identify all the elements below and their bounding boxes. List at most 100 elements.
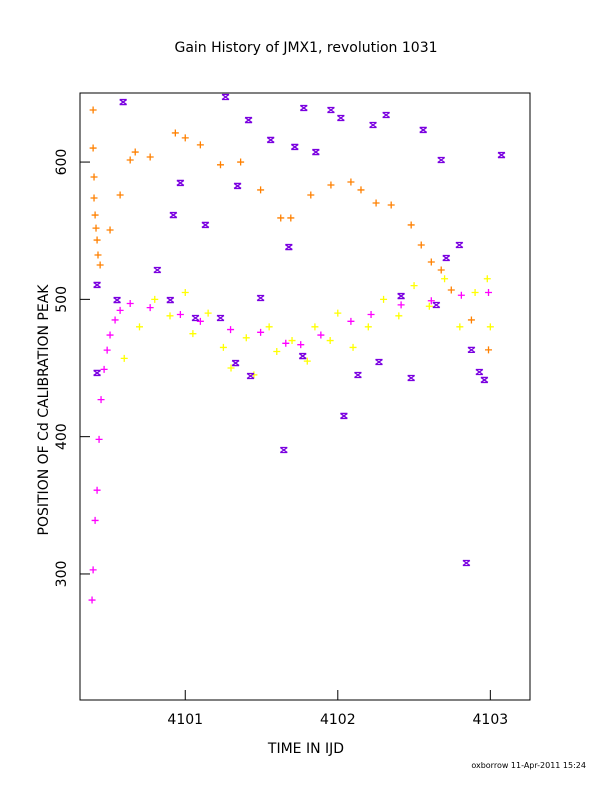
data-point <box>382 111 391 119</box>
data-point <box>497 151 506 159</box>
data-point <box>456 323 464 331</box>
data-point <box>231 359 240 367</box>
data-point <box>447 286 455 294</box>
data-point <box>93 369 101 377</box>
data-point <box>116 191 124 199</box>
data-point <box>93 236 101 244</box>
y-tick-label: 400 <box>54 423 70 450</box>
data-point <box>256 294 265 302</box>
data-point <box>166 296 175 304</box>
data-point <box>462 559 471 567</box>
data-point <box>419 126 428 134</box>
data-point <box>311 323 319 331</box>
data-point <box>475 368 484 376</box>
data-point <box>367 310 375 318</box>
data-point <box>279 446 288 454</box>
data-point <box>257 186 265 194</box>
data-point <box>427 258 435 266</box>
data-point <box>90 194 98 202</box>
data-point <box>219 343 227 351</box>
y-tick-label: 500 <box>54 286 70 313</box>
data-point <box>340 412 348 420</box>
data-point <box>91 516 99 524</box>
data-point <box>336 114 345 122</box>
data-point <box>334 309 342 317</box>
data-point <box>380 295 388 303</box>
data-point <box>89 566 97 574</box>
data-point <box>372 199 380 207</box>
data-point <box>387 201 395 209</box>
data-point <box>437 156 446 164</box>
data-point <box>135 323 143 331</box>
data-point <box>91 211 99 219</box>
data-point <box>485 346 493 354</box>
data-point <box>290 143 299 151</box>
data-point <box>227 326 235 334</box>
data-point <box>151 295 159 303</box>
data-point <box>131 148 139 156</box>
data-point <box>116 306 124 314</box>
data-point <box>455 241 464 249</box>
data-point <box>427 297 435 305</box>
data-point <box>437 266 445 274</box>
data-point <box>93 281 101 289</box>
data-point <box>327 181 335 189</box>
x-axis-label: TIME IN IJD <box>267 741 344 757</box>
data-point <box>277 214 285 222</box>
data-point <box>233 182 242 190</box>
data-point <box>347 317 355 325</box>
data-point <box>171 129 179 137</box>
data-point <box>349 343 357 351</box>
data-point <box>221 93 230 101</box>
data-point <box>216 314 225 322</box>
data-point <box>204 309 212 317</box>
data-point <box>486 323 494 331</box>
data-point <box>153 266 162 274</box>
data-point <box>89 106 97 114</box>
data-point <box>357 186 365 194</box>
data-point <box>284 243 293 251</box>
data-point <box>169 211 178 219</box>
data-point <box>89 144 97 152</box>
data-point <box>106 331 114 339</box>
data-point <box>410 282 418 290</box>
data-point <box>146 153 154 161</box>
data-point <box>483 275 491 283</box>
data-point <box>88 596 96 604</box>
data-point <box>216 161 224 169</box>
data-point <box>417 241 425 249</box>
data-point <box>181 134 189 142</box>
footer: oxborrow 11-Apr-2011 15:24 <box>471 761 586 770</box>
data-point <box>347 178 355 186</box>
data-point <box>166 312 174 320</box>
x-tick-label: 4103 <box>473 712 509 728</box>
data-point <box>327 106 335 114</box>
data-point <box>407 374 416 382</box>
data-point <box>375 358 383 366</box>
data-point <box>196 141 204 149</box>
y-tick-label: 600 <box>54 149 70 176</box>
data-point <box>93 486 101 494</box>
data-point <box>397 301 405 309</box>
y-tick-label: 300 <box>54 561 70 588</box>
data-point <box>106 226 114 234</box>
data-point <box>126 299 134 307</box>
data-point <box>287 214 295 222</box>
data-point <box>397 292 405 300</box>
data-point <box>103 346 111 354</box>
data-point <box>354 371 362 379</box>
data-point <box>196 317 204 325</box>
data-point <box>369 121 377 129</box>
data-point <box>298 352 307 360</box>
data-point <box>457 291 465 299</box>
data-point <box>120 354 128 362</box>
data-point <box>326 337 334 345</box>
data-point <box>485 288 493 296</box>
data-point <box>442 254 451 262</box>
data-point <box>95 435 103 443</box>
chart-title: Gain History of JMX1, revolution 1031 <box>174 40 437 56</box>
data-point <box>467 316 475 324</box>
data-point <box>189 330 197 338</box>
data-point <box>191 314 200 322</box>
